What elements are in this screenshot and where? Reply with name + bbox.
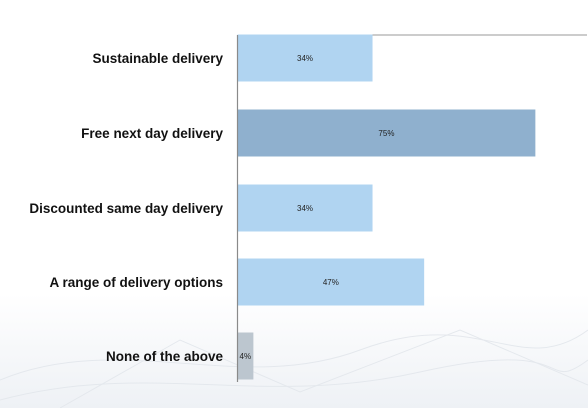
category-label-5: None of the above	[106, 349, 224, 364]
category-label-4: A range of delivery options	[49, 275, 223, 290]
bar-1	[237, 34, 373, 82]
bar-5	[237, 332, 254, 380]
bar-3	[237, 184, 373, 232]
category-label-3: Discounted same day delivery	[29, 201, 223, 216]
value-label-5: 4%	[240, 352, 252, 361]
category-label-1: Sustainable delivery	[92, 51, 223, 66]
bar-4	[237, 258, 425, 306]
value-label-3: 34%	[297, 204, 313, 213]
plot-area: Sustainable delivery 34% Free next day del…	[29, 34, 587, 382]
bar-2	[237, 109, 536, 157]
category-label-2: Free next day delivery	[81, 126, 223, 141]
value-label-4: 47%	[323, 278, 339, 287]
value-label-2: 75%	[378, 129, 394, 138]
decorative-network-lines	[0, 329, 588, 408]
value-label-1: 34%	[297, 54, 313, 63]
